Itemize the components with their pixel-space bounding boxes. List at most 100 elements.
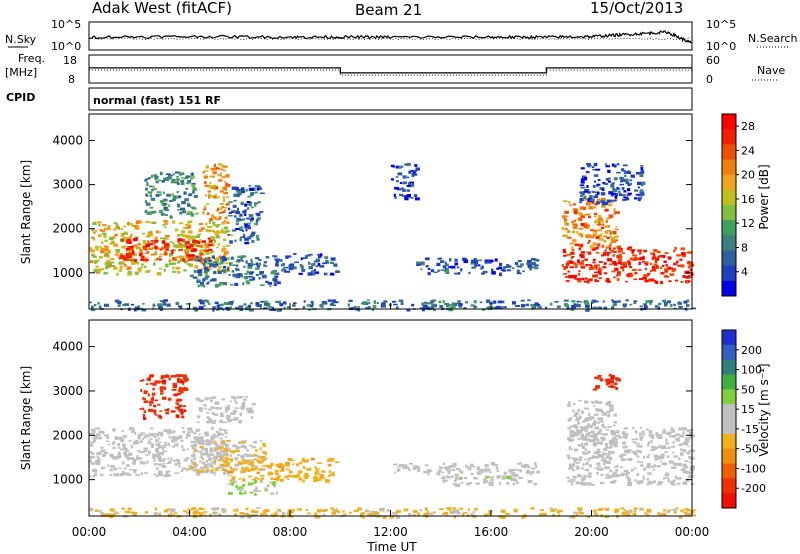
data-cell	[526, 260, 532, 263]
data-cell	[203, 208, 207, 211]
data-cell	[667, 266, 671, 269]
data-cell	[608, 476, 611, 478]
data-cell	[413, 465, 419, 469]
data-cell	[568, 401, 571, 405]
data-cell	[240, 257, 243, 261]
data-cell	[580, 265, 586, 269]
data-cell	[150, 174, 154, 178]
data-cell	[192, 208, 197, 210]
data-cell	[223, 230, 227, 234]
data-cell	[190, 454, 196, 458]
data-cell	[146, 177, 150, 180]
data-cell	[664, 252, 669, 254]
data-cell	[278, 475, 282, 478]
data-cell	[272, 269, 277, 273]
data-cell	[583, 195, 587, 199]
data-cell	[684, 460, 689, 463]
data-cell	[688, 475, 692, 479]
data-cell	[668, 435, 674, 438]
data-cell	[675, 477, 679, 479]
data-cell	[288, 515, 294, 518]
data-cell	[103, 227, 108, 231]
data-cell	[685, 478, 689, 482]
data-cell	[202, 508, 206, 510]
data-cell	[173, 459, 176, 462]
data-cell	[664, 270, 668, 273]
data-cell	[263, 307, 268, 310]
data-cell	[172, 195, 177, 198]
data-cell	[587, 412, 591, 417]
data-cell	[315, 265, 318, 268]
data-cell	[244, 396, 249, 398]
data-cell	[95, 433, 101, 436]
data-cell	[197, 421, 200, 424]
power-region-8	[390, 162, 420, 201]
noise-search-line	[88, 37, 690, 41]
power-region-4	[144, 171, 199, 219]
data-cell	[103, 271, 108, 275]
data-cell	[174, 472, 180, 474]
data-cell	[690, 512, 693, 515]
data-cell	[640, 170, 645, 174]
colorbar-swatch	[722, 433, 736, 450]
data-cell	[237, 192, 242, 196]
data-cell	[225, 407, 230, 411]
data-cell	[576, 417, 581, 420]
data-cell	[652, 252, 655, 255]
data-cell	[641, 193, 645, 196]
data-cell	[187, 431, 191, 435]
velocity-colorbar-label: Velocity [m s⁻¹]	[757, 363, 771, 456]
data-cell	[504, 475, 507, 478]
data-cell	[298, 470, 303, 474]
data-cell	[619, 474, 625, 477]
data-cell	[606, 245, 610, 248]
data-cell	[625, 510, 628, 513]
data-cell	[132, 461, 136, 465]
data-cell	[237, 461, 242, 464]
data-cell	[601, 437, 606, 441]
data-cell	[514, 469, 519, 471]
data-cell	[131, 260, 137, 265]
data-cell	[135, 271, 139, 275]
data-cell	[244, 203, 248, 207]
data-cell	[572, 224, 576, 227]
data-cell	[667, 509, 671, 512]
data-cell	[141, 265, 144, 268]
data-cell	[609, 481, 614, 484]
data-cell	[89, 455, 94, 459]
data-cell	[156, 247, 160, 250]
data-cell	[670, 482, 674, 485]
data-cell	[689, 261, 694, 266]
data-cell	[623, 433, 629, 437]
data-cell	[193, 465, 197, 469]
data-cell	[534, 259, 540, 262]
data-cell	[423, 470, 428, 474]
data-cell	[471, 266, 476, 269]
data-cell	[663, 260, 667, 263]
data-cell	[221, 429, 227, 431]
data-cell	[527, 465, 531, 469]
data-cell	[572, 226, 578, 229]
data-cell	[172, 198, 177, 201]
data-cell	[512, 482, 516, 486]
data-cell	[603, 272, 608, 275]
data-cell	[260, 478, 263, 482]
data-cell	[179, 435, 182, 437]
data-cell	[577, 408, 581, 412]
data-cell	[142, 255, 145, 258]
data-cell	[120, 228, 123, 230]
colorbar-swatch	[722, 330, 736, 346]
data-cell	[280, 464, 285, 468]
velocity-region-5	[195, 395, 256, 424]
data-cell	[319, 304, 323, 308]
data-cell	[612, 430, 616, 433]
data-cell	[468, 271, 471, 275]
data-cell	[567, 427, 571, 430]
data-cell	[636, 473, 640, 477]
data-cell	[144, 200, 147, 204]
data-cell	[588, 267, 593, 271]
data-cell	[670, 445, 676, 448]
data-cell	[287, 474, 292, 478]
data-cell	[503, 471, 507, 475]
data-cell	[121, 430, 125, 433]
